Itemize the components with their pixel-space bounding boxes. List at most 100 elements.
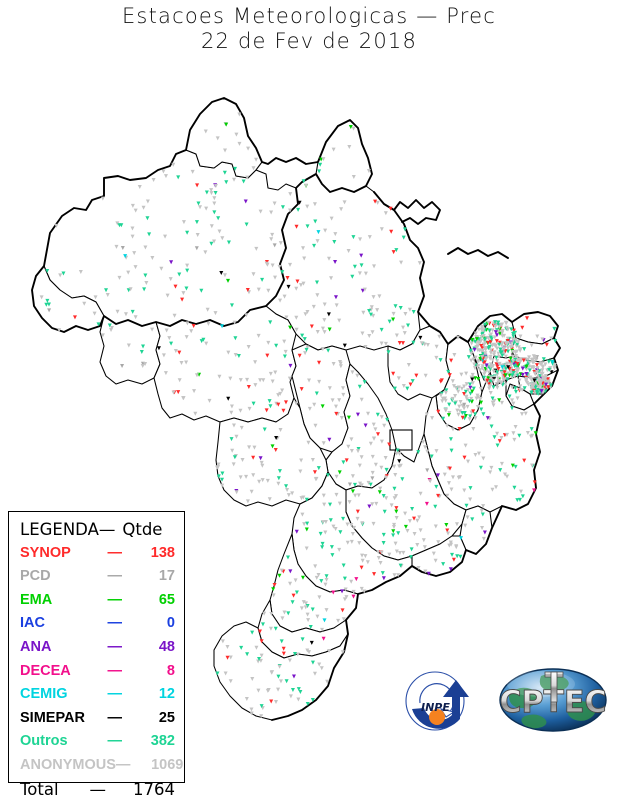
station-marker (258, 456, 263, 461)
legend-row-pcd: PCD — 17 (20, 565, 175, 589)
station-marker (313, 219, 318, 224)
station-marker (92, 311, 97, 316)
station-marker (301, 179, 306, 184)
station-marker (482, 372, 487, 377)
station-marker (143, 273, 148, 278)
station-marker (240, 457, 245, 462)
station-marker (273, 275, 278, 280)
station-marker (173, 284, 178, 289)
station-marker (254, 645, 259, 650)
station-marker (514, 349, 519, 354)
station-marker (321, 493, 326, 498)
legend-value: 12 (158, 686, 175, 703)
station-marker (285, 487, 290, 492)
station-marker (494, 485, 499, 490)
station-marker (351, 175, 356, 180)
station-marker (130, 234, 135, 239)
station-marker (167, 336, 172, 341)
legend-row-simepar: SIMEPAR — 25 (20, 707, 175, 731)
station-marker (511, 431, 516, 436)
station-marker (246, 384, 251, 389)
station-marker (282, 610, 287, 615)
station-marker (126, 270, 131, 275)
station-marker (282, 339, 287, 344)
station-marker (315, 293, 320, 298)
station-marker (424, 412, 429, 417)
station-marker (185, 263, 190, 268)
station-marker (388, 206, 393, 211)
station-marker (222, 170, 227, 175)
station-marker (503, 373, 508, 378)
station-marker (546, 359, 551, 364)
legend-header: LEGENDA — Qtde (20, 518, 175, 542)
station-marker (280, 388, 285, 393)
station-marker (277, 573, 282, 578)
station-marker (536, 385, 541, 390)
coastline (31, 97, 561, 721)
station-marker (128, 287, 133, 292)
station-marker (372, 264, 377, 269)
station-marker (220, 471, 225, 476)
station-marker (180, 297, 185, 302)
station-marker (486, 370, 491, 375)
station-marker (406, 323, 411, 328)
station-marker (494, 339, 499, 344)
station-marker (471, 409, 476, 414)
station-marker (437, 334, 442, 339)
station-marker (446, 481, 451, 486)
station-marker (323, 530, 328, 535)
station-marker (314, 280, 319, 285)
station-marker (489, 465, 494, 470)
station-marker (407, 519, 412, 524)
station-marker (479, 407, 484, 412)
station-marker (226, 240, 231, 245)
station-marker (462, 455, 467, 460)
station-marker (481, 504, 486, 509)
station-marker (473, 416, 478, 421)
station-marker (243, 199, 248, 204)
legend-dash: — (107, 733, 123, 750)
station-marker (168, 277, 173, 282)
station-marker (304, 546, 309, 551)
station-marker (356, 493, 361, 498)
station-marker (371, 295, 376, 300)
station-marker (258, 209, 263, 214)
station-marker (384, 496, 389, 501)
station-marker (507, 394, 512, 399)
station-marker (298, 469, 303, 474)
station-marker (54, 223, 59, 228)
station-marker (359, 397, 364, 402)
station-marker (480, 526, 485, 531)
station-marker (259, 704, 264, 709)
station-marker (479, 400, 484, 405)
station-marker (341, 460, 346, 465)
station-marker (274, 436, 279, 441)
station-marker (205, 307, 210, 312)
station-marker (418, 335, 423, 340)
station-marker (196, 201, 201, 206)
station-marker (434, 484, 439, 489)
station-marker (481, 536, 486, 541)
station-marker (304, 527, 309, 532)
station-marker (203, 250, 208, 255)
station-marker (278, 241, 283, 246)
station-marker (421, 538, 426, 543)
station-marker (141, 205, 146, 210)
station-marker (290, 688, 295, 693)
station-marker (224, 122, 229, 127)
station-marker (331, 362, 336, 367)
station-marker (312, 671, 317, 676)
station-marker (358, 237, 363, 242)
station-marker (229, 404, 234, 409)
station-marker (315, 239, 320, 244)
station-marker (510, 406, 515, 411)
station-marker (452, 352, 457, 357)
station-marker (144, 280, 149, 285)
legend-total-label: Total (20, 779, 59, 799)
station-marker (233, 166, 238, 171)
station-marker (360, 521, 365, 526)
station-marker (345, 522, 350, 527)
station-marker (434, 355, 439, 360)
station-marker (533, 431, 538, 436)
station-marker (495, 346, 500, 351)
